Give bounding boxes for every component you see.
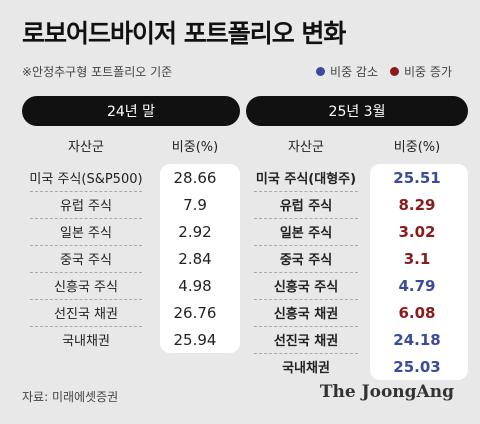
asset-label: 국내채권 <box>62 334 110 349</box>
weight-value: 2.92 <box>178 222 212 241</box>
weight-value: 25.03 <box>393 357 441 376</box>
weight-value: 8.29 <box>398 195 436 214</box>
legend-item-increase: 비중 증가 <box>390 63 452 80</box>
asset-label: 선진국 채권 <box>273 334 339 349</box>
panel-2024-end: 24년 말 자산군 비중(%) 미국 주식(S&P500) 28.66 유럽 주식 7… <box>22 96 240 353</box>
asset-label: 신흥국 주식 <box>273 280 339 295</box>
brand-logo: The JoongAng <box>319 382 454 402</box>
asset-label: 신흥국 채권 <box>273 307 339 322</box>
weight-value: 26.76 <box>173 303 217 322</box>
table-row: 일본 주식 2.92 <box>22 218 240 245</box>
table-row: 신흥국 주식 4.98 <box>22 272 240 299</box>
table-row: 미국 주식(S&P500) 28.66 <box>22 164 240 191</box>
subtitle-note: ※안정추구형 포트폴리오 기준 <box>22 65 173 79</box>
period-pill: 24년 말 <box>22 96 240 126</box>
table-row: 미국 주식(대형주) 25.51 <box>246 164 468 191</box>
weight-value: 4.98 <box>178 276 212 295</box>
table-row: 신흥국 주식 4.79 <box>246 272 468 299</box>
table-row: 신흥국 채권 6.08 <box>246 299 468 326</box>
table-row: 선진국 채권 26.76 <box>22 299 240 326</box>
weight-value: 7.9 <box>183 195 207 214</box>
legend-label-decrease: 비중 감소 <box>330 65 379 79</box>
period-pill: 25년 3월 <box>246 96 468 126</box>
asset-label: 유럽 주식 <box>279 199 333 214</box>
panel-2025-march: 25년 3월 자산군 비중(%) 미국 주식(대형주) 25.51 유럽 주식 8.2… <box>246 96 468 380</box>
red-dot-icon <box>390 67 400 76</box>
table-row: 선진국 채권 24.18 <box>246 326 468 353</box>
column-header-weight: 비중(%) <box>393 139 441 155</box>
column-header-asset: 자산군 <box>288 139 324 155</box>
table-body: 미국 주식(S&P500) 28.66 유럽 주식 7.9 일본 주식 2.92 중국 주식… <box>22 164 240 353</box>
weight-value: 3.1 <box>403 249 431 268</box>
asset-label: 일본 주식 <box>60 226 112 241</box>
column-header-weight: 비중(%) <box>171 139 219 155</box>
asset-label: 신흥국 주식 <box>54 280 118 295</box>
weight-value: 4.79 <box>398 276 436 295</box>
table-row: 일본 주식 3.02 <box>246 218 468 245</box>
legend-label-increase: 비중 증가 <box>404 65 452 79</box>
weight-value: 6.08 <box>398 303 436 322</box>
asset-label: 중국 주식 <box>60 253 112 268</box>
asset-label: 유럽 주식 <box>60 199 112 214</box>
weight-value: 25.51 <box>393 168 441 187</box>
table-header: 자산군 비중(%) <box>246 126 468 164</box>
table-header: 자산군 비중(%) <box>22 126 240 164</box>
legend-item-decrease: 비중 감소 <box>316 63 378 80</box>
table-row: 국내채권 25.03 <box>246 353 468 380</box>
asset-label: 미국 주식(대형주) <box>255 172 357 187</box>
asset-label: 중국 주식 <box>279 253 333 268</box>
column-header-asset: 자산군 <box>68 139 104 155</box>
table-row: 중국 주식 3.1 <box>246 245 468 272</box>
page-title: 로보어드바이저 포트폴리오 변화 <box>22 19 346 48</box>
table-row: 국내채권 25.94 <box>22 326 240 353</box>
weight-value: 28.66 <box>173 168 217 187</box>
table-row: 유럽 주식 8.29 <box>246 191 468 218</box>
blue-dot-icon <box>316 67 326 76</box>
source-note: 자료: 미래에셋증권 <box>22 390 119 404</box>
table-body: 미국 주식(대형주) 25.51 유럽 주식 8.29 일본 주식 3.02 중국 주식 3.… <box>246 164 468 380</box>
value-card <box>160 164 240 353</box>
table-row: 유럽 주식 7.9 <box>22 191 240 218</box>
value-card <box>370 164 468 380</box>
asset-label: 일본 주식 <box>279 226 333 241</box>
asset-label: 미국 주식(S&P500) <box>29 172 143 187</box>
asset-label: 국내채권 <box>282 361 330 376</box>
weight-value: 25.94 <box>173 330 217 349</box>
weight-value: 2.84 <box>178 249 212 268</box>
weight-value: 3.02 <box>398 222 436 241</box>
table-row: 중국 주식 2.84 <box>22 245 240 272</box>
asset-label: 선진국 채권 <box>54 307 118 322</box>
weight-value: 24.18 <box>393 330 441 349</box>
legend: 비중 감소 비중 증가 <box>316 63 452 80</box>
